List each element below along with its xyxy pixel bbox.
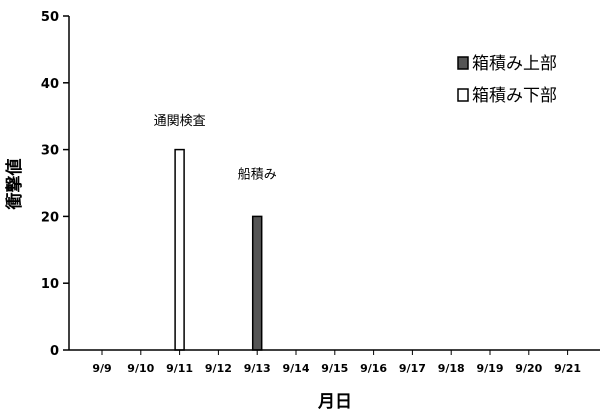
legend-swatch — [457, 88, 469, 102]
x-tick-label: 9/15 — [321, 362, 348, 375]
y-tick-label: 40 — [41, 77, 59, 92]
x-tick-label: 9/17 — [399, 362, 426, 375]
legend-label: 箱積み下部 — [472, 86, 557, 106]
x-tick-label: 9/12 — [205, 362, 232, 375]
y-tick-label: 0 — [50, 344, 59, 359]
bar-箱積み上部-9/13 — [251, 215, 263, 351]
annotation-label: 通関検査 — [154, 114, 206, 129]
x-tick-label: 9/10 — [127, 362, 154, 375]
x-tick-label: 9/9 — [92, 362, 111, 375]
x-tick-label: 9/11 — [166, 362, 193, 375]
annotation-label: 船積み — [238, 167, 277, 182]
x-tick-label: 9/19 — [477, 362, 504, 375]
x-axis-label: 月日 — [317, 392, 352, 412]
y-tick-label: 20 — [41, 210, 59, 225]
x-tick-label: 9/20 — [515, 362, 542, 375]
x-tick-label: 9/13 — [244, 362, 271, 375]
x-tick-label: 9/21 — [554, 362, 581, 375]
y-tick-label: 50 — [41, 10, 59, 25]
x-axis-ticks: 9/9 9/10 9/11 9/12 9/13 9/14 9/15 9/16 9/17 9/18 9… — [92, 350, 581, 375]
x-tick-label: 9/16 — [360, 362, 387, 375]
y-axis-ticks: 0 10 20 30 40 50 — [41, 10, 69, 359]
y-tick-label: 10 — [41, 277, 59, 292]
x-tick-label: 9/14 — [283, 362, 310, 375]
y-tick-label: 30 — [41, 144, 59, 159]
y-axis-title: 衝撃値 — [4, 159, 25, 211]
bar-箱積み下部-9/11 — [174, 148, 185, 351]
legend-label: 箱積み上部 — [472, 54, 557, 74]
y-axis-label: 衝撃値 — [4, 159, 25, 211]
x-tick-label: 9/18 — [438, 362, 465, 375]
legend-swatch — [457, 56, 469, 70]
